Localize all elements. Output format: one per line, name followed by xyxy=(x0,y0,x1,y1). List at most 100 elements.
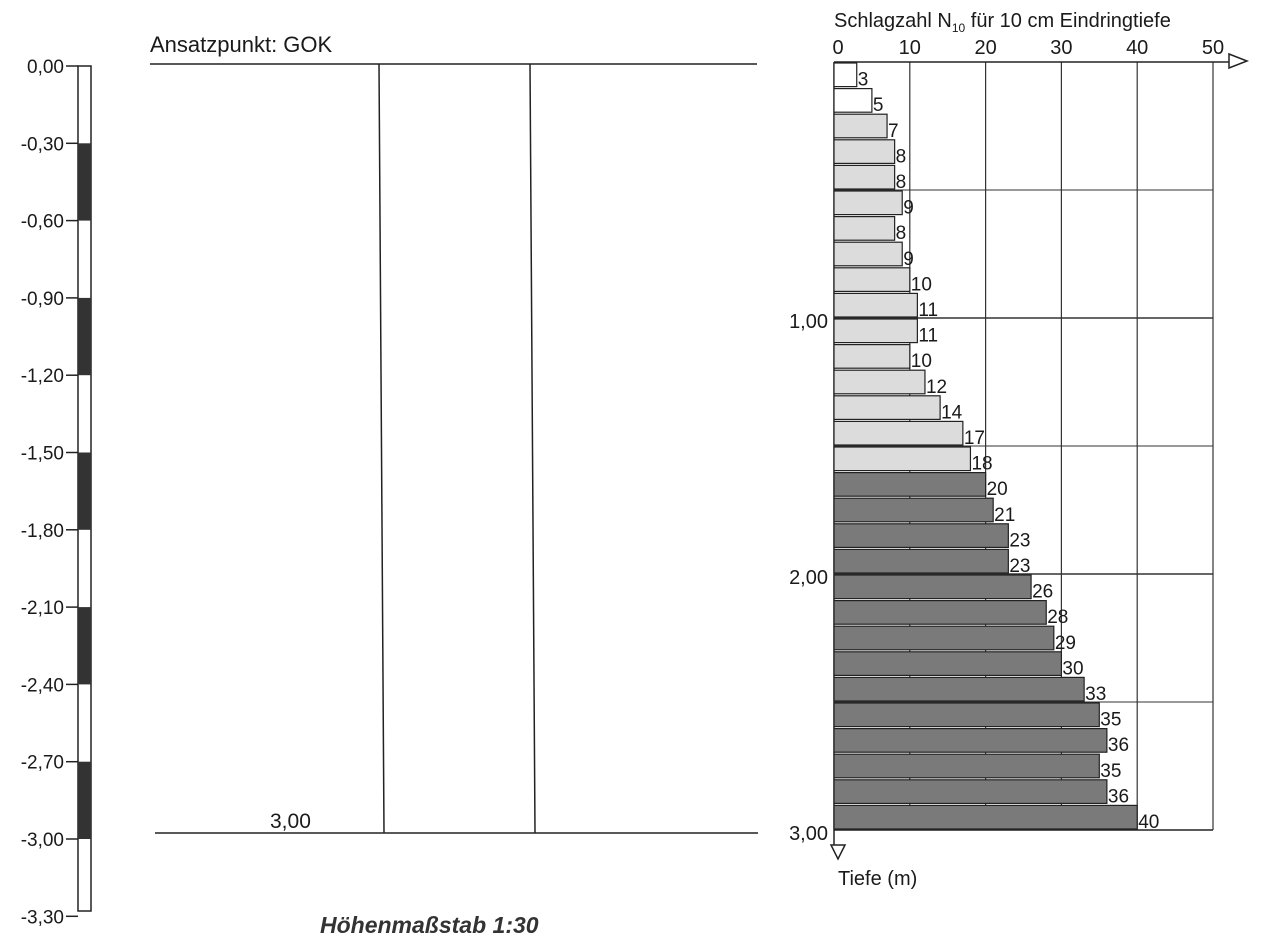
penetration-chart: Schlagzahl N10 für 10 cm Eindringtiefe 0… xyxy=(789,10,1250,890)
bar xyxy=(833,267,911,292)
x-tick-label: 20 xyxy=(974,37,996,59)
bar-value-label: 17 xyxy=(964,428,985,449)
bar xyxy=(833,113,888,139)
bar xyxy=(833,599,1047,625)
scale-dark-block xyxy=(78,297,91,376)
bar xyxy=(833,472,987,497)
profile-right-divider xyxy=(529,63,536,834)
bar xyxy=(833,651,1062,676)
scale-tick-label: -1,20 xyxy=(21,366,64,387)
scale-tick-label: -3,30 xyxy=(21,907,64,928)
scale-dark-block xyxy=(78,761,91,839)
bar-value-label: 9 xyxy=(903,249,914,270)
bar-value-label: 36 xyxy=(1108,735,1129,756)
scale-tick-label: -2,40 xyxy=(21,675,64,696)
bar-value-label: 8 xyxy=(896,172,907,193)
bar-value-label: 11 xyxy=(918,326,938,347)
bar-value-label: 20 xyxy=(987,479,1008,500)
bar-value-label: 35 xyxy=(1100,761,1121,782)
bar xyxy=(833,87,873,113)
scale-dark-block xyxy=(78,607,91,685)
y-axis-label: Tiefe (m) xyxy=(838,868,917,890)
bar-value-label: 12 xyxy=(926,377,947,398)
bar-value-label: 40 xyxy=(1138,812,1159,833)
bar xyxy=(833,446,972,472)
bar xyxy=(833,753,1100,779)
bar xyxy=(833,727,1108,753)
bar-value-label: 7 xyxy=(888,121,899,142)
bar xyxy=(833,548,1009,574)
scale-tick-label: -1,50 xyxy=(21,444,64,465)
bar-value-label: 10 xyxy=(911,274,932,295)
bar xyxy=(833,292,918,318)
chart-title: Schlagzahl N10 für 10 cm Eindringtiefe xyxy=(834,10,1171,35)
bar-value-label: 5 xyxy=(873,95,884,116)
bar xyxy=(833,395,941,420)
bar xyxy=(833,804,1138,830)
chart-title-subscript: 10 xyxy=(952,21,966,35)
bar-value-label: 29 xyxy=(1055,633,1076,654)
bar xyxy=(833,216,896,241)
bar-value-label: 21 xyxy=(994,505,1015,526)
chart-title-main: Schlagzahl N xyxy=(834,10,952,32)
bar xyxy=(833,676,1085,702)
scale-dark-block xyxy=(78,143,91,221)
bar-value-label: 36 xyxy=(1108,786,1129,807)
y-axis-arrow xyxy=(829,844,847,861)
x-tick-label: 40 xyxy=(1126,37,1148,59)
scale-tick-label: -3,00 xyxy=(21,830,64,851)
y-tick-label: 3,00 xyxy=(789,823,828,845)
x-tick-labels: 0 10 20 30 40 50 xyxy=(832,37,1224,59)
bar-value-label: 9 xyxy=(903,198,914,219)
scale-tick-label: -2,10 xyxy=(21,598,64,619)
bar-value-label: 18 xyxy=(971,454,992,475)
bar xyxy=(833,523,1009,548)
x-axis-arrow xyxy=(1228,52,1250,70)
bar-value-label: 8 xyxy=(896,223,907,244)
bar-value-label: 26 xyxy=(1032,582,1053,603)
start-point-label: Ansatzpunkt: GOK xyxy=(150,32,333,57)
bar-value-label: 8 xyxy=(896,146,907,167)
scale-tick-label: -0,90 xyxy=(21,289,64,310)
scale-dark-block xyxy=(78,452,91,530)
bar-value-label: 23 xyxy=(1009,530,1030,551)
bar-value-label: 14 xyxy=(941,402,963,423)
bar xyxy=(833,62,858,88)
bar-value-label: 30 xyxy=(1062,658,1083,679)
bar xyxy=(833,139,896,165)
bar-value-label: 35 xyxy=(1100,710,1121,731)
chart-title-rest: für 10 cm Eindringtiefe xyxy=(965,10,1171,32)
depth-scale: 0,00 -0,30 -0,60 -0,90 -1,20 -1,50 -1,80 -2,10 -… xyxy=(21,57,92,928)
bar xyxy=(833,369,926,395)
scale-title: Höhenmaßstab 1:30 xyxy=(320,912,539,938)
scale-tick-label: -0,60 xyxy=(21,212,64,233)
bar xyxy=(833,497,994,523)
bar xyxy=(833,344,911,369)
x-tick-label: 10 xyxy=(899,37,921,59)
y-tick-label: 2,00 xyxy=(789,567,828,589)
end-depth-label: 3,00 xyxy=(270,810,311,833)
scale-bar-blocks xyxy=(78,143,91,839)
y-tick-labels: 1,00 2,00 3,00 xyxy=(789,311,828,845)
chart-bars xyxy=(833,62,1138,830)
bar xyxy=(833,241,903,267)
bar-value-label: 28 xyxy=(1047,607,1068,628)
scale-tick-labels: 0,00 -0,30 -0,60 -0,90 -1,20 -1,50 -1,80 -2,10 -… xyxy=(21,57,78,928)
bar xyxy=(833,702,1100,728)
y-tick-label: 1,00 xyxy=(789,311,828,333)
bar-value-label: 10 xyxy=(911,351,932,372)
x-tick-label: 0 xyxy=(832,37,843,59)
borehole-profile: Ansatzpunkt: GOK 3,00 xyxy=(150,32,758,834)
chart-bar-labels: 3578898910111110121417182021232326282930… xyxy=(858,70,1160,833)
bar xyxy=(833,574,1032,600)
bar xyxy=(833,164,896,190)
bar xyxy=(833,779,1108,804)
profile-left-divider xyxy=(378,63,385,834)
bar xyxy=(833,190,903,216)
bar xyxy=(833,318,918,344)
x-tick-label: 30 xyxy=(1050,37,1072,59)
x-tick-label: 50 xyxy=(1202,37,1224,59)
bar-value-label: 33 xyxy=(1085,684,1106,705)
bar xyxy=(833,625,1055,651)
